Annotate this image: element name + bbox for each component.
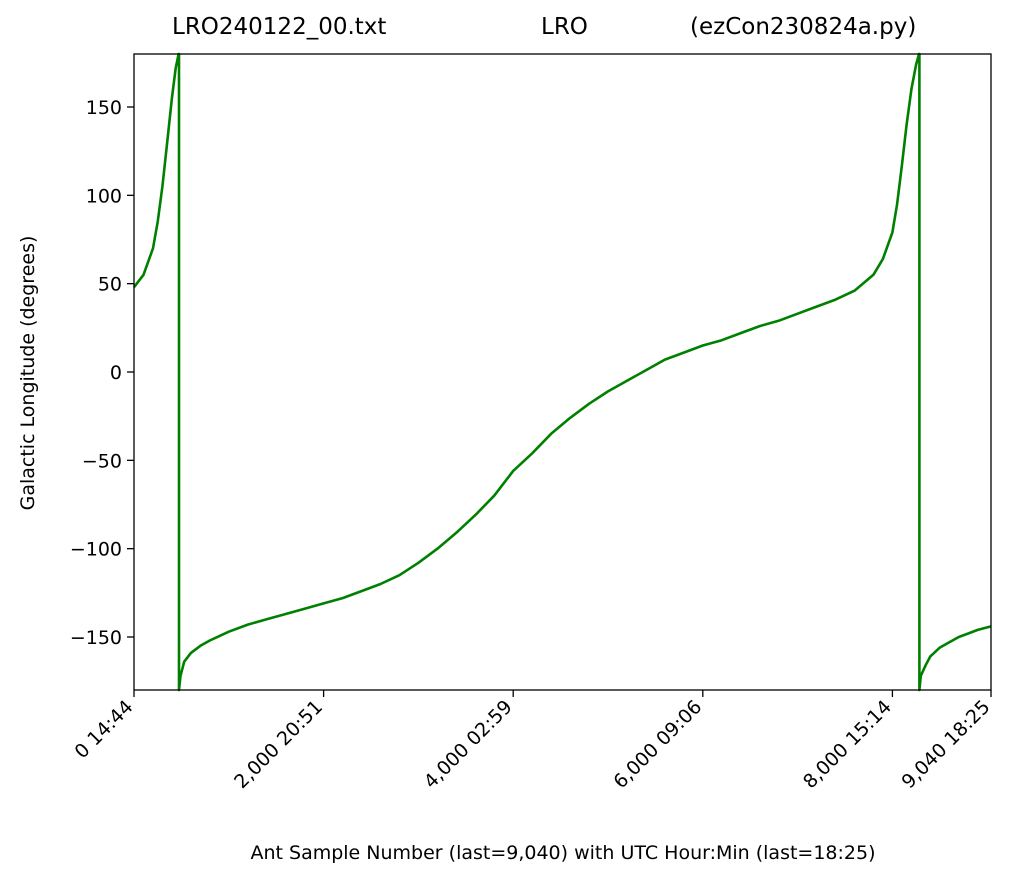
y-tick-label: 100 [86,185,122,207]
chart-title-filename: LRO240122_00.txt [172,14,387,40]
x-axis-label: Ant Sample Number (last=9,040) with UTC … [250,842,876,864]
x-axis-ticks: 0 14:44 2,000 20:51 4,000 02:59 6,000 09:06… [70,690,995,793]
x-tick-label: 8,000 15:14 [799,696,896,793]
y-tick-label: −50 [82,450,122,472]
chart-title-station: LRO [541,14,588,40]
y-axis-label: Galactic Longitude (degrees) [17,235,39,511]
y-tick-label: 150 [86,97,122,119]
y-axis-ticks: 150 100 50 0 −50 −100 −150 [70,97,134,649]
x-tick-label: 6,000 09:06 [609,696,706,793]
y-tick-label: −150 [70,627,122,649]
y-tick-label: 0 [110,362,122,384]
series-line [132,52,992,692]
x-tick-label: 4,000 02:59 [420,696,517,793]
y-tick-label: 50 [98,274,122,296]
x-tick-label: 2,000 20:51 [230,696,327,793]
y-tick-label: −100 [70,539,122,561]
plot-frame [133,53,992,691]
x-tick-label: 9,040 18:25 [898,696,995,793]
x-tick-label: 0 14:44 [70,696,137,763]
chart-title-script: (ezCon230824a.py) [690,14,917,40]
series-layer [132,52,992,692]
